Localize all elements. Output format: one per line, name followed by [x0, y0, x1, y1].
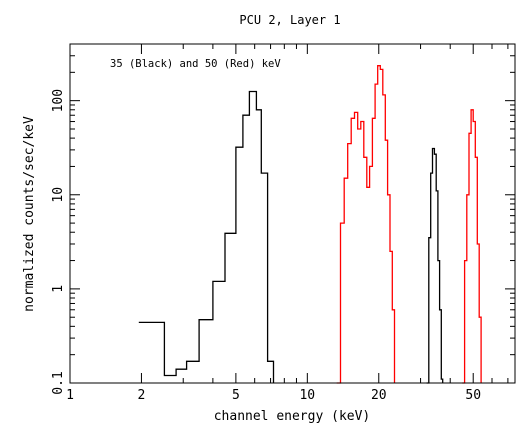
x-tick-label: 10 [299, 388, 315, 403]
chart-title: PCU 2, Layer 1 [239, 13, 340, 27]
black-spectrum-line-1 [138, 90, 275, 383]
y-axis-label: normalized counts/sec/keV [22, 116, 37, 312]
data-series [138, 65, 482, 384]
y-tick-label: 0.1 [51, 371, 66, 394]
y-tick-label: 1 [51, 285, 66, 293]
y-tick-label: 100 [51, 89, 66, 112]
y-tick-label: 10 [51, 187, 66, 203]
x-tick-label: 2 [138, 388, 146, 403]
x-tick-label: 50 [465, 388, 481, 403]
x-axis-label: channel energy (keV) [214, 409, 371, 424]
x-tick-label: 5 [232, 388, 240, 403]
x-tick-label: 20 [371, 388, 387, 403]
black-spectrum-line-2 [426, 147, 444, 384]
red-spectrum-line-3 [336, 65, 396, 384]
x-tick-label: 1 [66, 388, 74, 403]
plot-frame [69, 43, 516, 384]
red-spectrum-line-4 [462, 109, 482, 384]
chart-annotation: 35 (Black) and 50 (Red) keV [110, 58, 281, 70]
